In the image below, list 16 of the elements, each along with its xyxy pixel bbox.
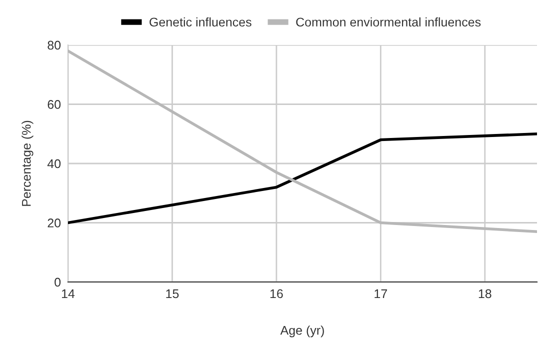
x-tick-label: 15 bbox=[166, 289, 179, 298]
legend-label: Genetic influences bbox=[150, 17, 252, 27]
x-tick-label: 17 bbox=[374, 289, 387, 298]
y-tick-label: 40 bbox=[47, 159, 61, 168]
line-series bbox=[68, 132, 537, 224]
y-axis-title: Percentage (%) bbox=[22, 120, 34, 206]
line-series bbox=[68, 50, 537, 234]
y-tick-label: 0 bbox=[54, 278, 61, 287]
y-tick-label: 20 bbox=[48, 218, 61, 228]
x-tick-label: 14 bbox=[62, 289, 75, 298]
y-tick-label: 80 bbox=[48, 40, 61, 50]
legend-label: Common enviormental influences bbox=[296, 17, 481, 27]
y-tick-label: 60 bbox=[48, 100, 61, 109]
x-tick-label: 16 bbox=[270, 289, 283, 298]
x-tick-label: 18 bbox=[478, 289, 492, 298]
x-axis-title: Age (yr) bbox=[280, 326, 324, 338]
